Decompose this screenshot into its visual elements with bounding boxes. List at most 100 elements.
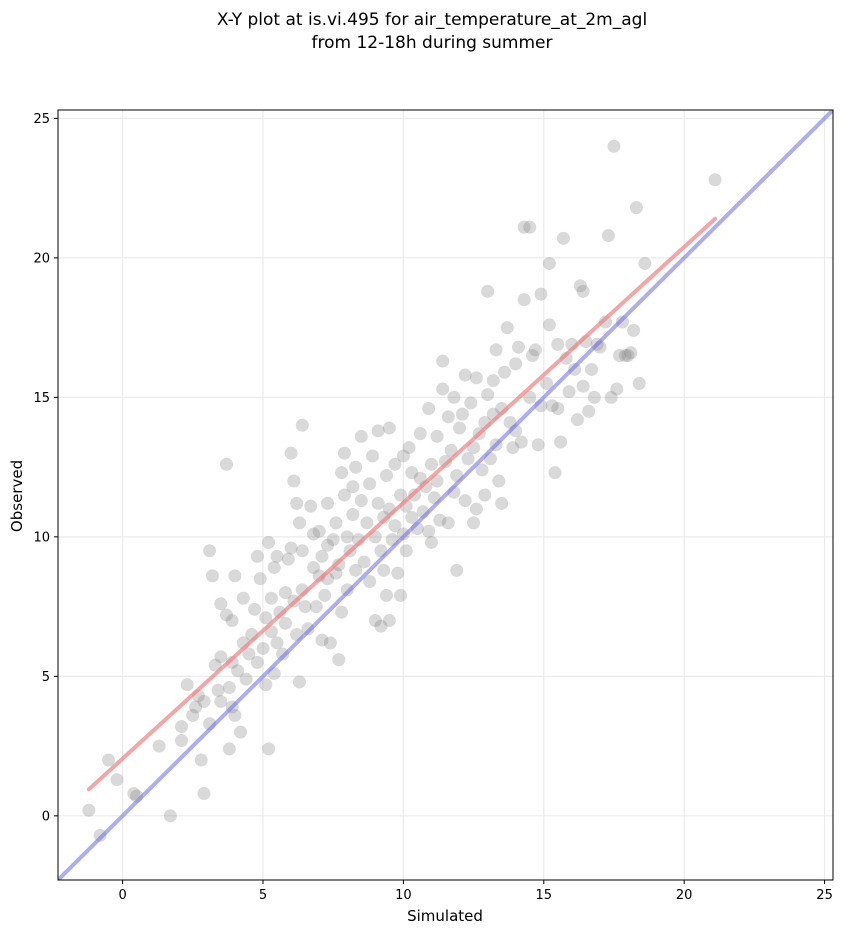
- identity-line: [58, 110, 833, 880]
- scatter-point: [436, 382, 450, 396]
- scatter-point: [382, 421, 396, 435]
- scatter-point: [315, 549, 329, 563]
- y-tick-label: 15: [33, 391, 50, 406]
- scatter-point: [528, 343, 542, 357]
- scatter-point: [287, 474, 301, 488]
- plot-frame: [57, 109, 834, 881]
- scatter-point: [186, 708, 200, 722]
- scatter-point: [551, 337, 565, 351]
- scatter-point: [127, 787, 141, 801]
- scatter-point: [278, 586, 292, 600]
- x-axis-label: Simulated: [407, 907, 483, 925]
- x-tick-label: 0: [118, 888, 126, 903]
- scatter-point: [514, 435, 528, 449]
- scatter-point: [335, 605, 349, 619]
- scatter-point: [354, 429, 368, 443]
- scatter-point: [262, 742, 276, 756]
- grid: [58, 110, 833, 880]
- x-tick-label: 25: [816, 888, 833, 903]
- scatter-point: [402, 441, 416, 455]
- scatter-point: [228, 569, 242, 583]
- scatter-point: [374, 619, 388, 633]
- scatter-point: [363, 477, 377, 491]
- scatter-point: [284, 446, 298, 460]
- y-axis-label: Observed: [8, 460, 26, 532]
- scatter-point: [424, 457, 438, 471]
- scatter-point: [467, 516, 481, 530]
- scatter-point: [214, 650, 228, 664]
- scatter-point: [405, 466, 419, 480]
- chart-title: X-Y plot at is.vi.495 for air_temperatur…: [217, 10, 647, 30]
- scatter-point: [259, 611, 273, 625]
- scatter-point: [214, 597, 228, 611]
- x-tick-label: 10: [395, 888, 412, 903]
- scatter-point: [481, 388, 495, 402]
- scatter-point: [554, 435, 568, 449]
- scatter-point: [534, 287, 548, 301]
- scatter-point: [242, 647, 256, 661]
- scatter-point: [371, 424, 385, 438]
- scatter-point: [621, 349, 635, 363]
- scatter-point: [526, 349, 540, 363]
- scatter-point: [295, 418, 309, 432]
- scatter-point: [396, 449, 410, 463]
- scatter-point: [205, 569, 219, 583]
- scatter-point: [365, 449, 379, 463]
- scatter-point: [231, 664, 245, 678]
- axis-ticks: 0 5 10 15 20 25 0 5 10 15 20 25: [33, 112, 832, 903]
- scatter-point: [613, 349, 627, 363]
- scatter-point: [624, 346, 638, 360]
- scatter-point: [391, 566, 405, 580]
- scatter-point: [284, 541, 298, 555]
- scatter-point: [197, 694, 211, 708]
- scatter-point: [469, 502, 483, 516]
- scatter-point: [587, 390, 601, 404]
- scatter-point: [298, 600, 312, 614]
- scatter-point: [253, 572, 267, 586]
- scatter-point: [267, 561, 281, 575]
- scatter-point: [492, 474, 506, 488]
- scatter-point: [478, 488, 492, 502]
- scatter-point: [239, 672, 253, 686]
- scatter-point: [489, 343, 503, 357]
- scatter-point: [248, 602, 262, 616]
- scatter-point: [531, 438, 545, 452]
- scatter-point: [377, 510, 391, 524]
- scatter-point: [82, 803, 96, 817]
- scatter-point: [441, 410, 455, 424]
- scatter-point: [326, 533, 340, 547]
- scatter-point: [542, 256, 556, 270]
- scatter-point: [262, 535, 276, 549]
- x-tick-label: 20: [676, 888, 693, 903]
- scatter-point: [332, 653, 346, 667]
- scatter-point: [447, 390, 461, 404]
- scatter-point: [194, 753, 208, 767]
- scatter-point: [318, 588, 332, 602]
- scatter-point: [371, 496, 385, 510]
- scatter-point: [332, 558, 346, 572]
- scatter-point: [307, 527, 321, 541]
- scatter-point: [394, 588, 408, 602]
- scatter-point: [399, 544, 413, 558]
- scatter-point: [708, 173, 722, 187]
- scatter-point: [444, 443, 458, 457]
- scatter-point: [321, 538, 335, 552]
- fit-lines: [58, 110, 833, 880]
- scatter-point: [523, 390, 537, 404]
- scatter-point: [377, 563, 391, 577]
- scatter-point: [340, 530, 354, 544]
- scatter-point: [273, 605, 287, 619]
- scatter-point: [256, 641, 270, 655]
- scatter-point: [450, 563, 464, 577]
- scatter-point: [458, 368, 472, 382]
- scatter-point: [270, 636, 284, 650]
- scatter-point: [512, 340, 526, 354]
- scatter-point: [250, 655, 264, 669]
- scatter-point: [380, 468, 394, 482]
- scatter-point: [175, 734, 189, 748]
- scatter-point: [629, 201, 643, 215]
- scatter-point: [250, 549, 264, 563]
- scatter-point: [222, 681, 236, 694]
- scatter-point: [264, 591, 278, 605]
- scatter-point: [500, 321, 514, 335]
